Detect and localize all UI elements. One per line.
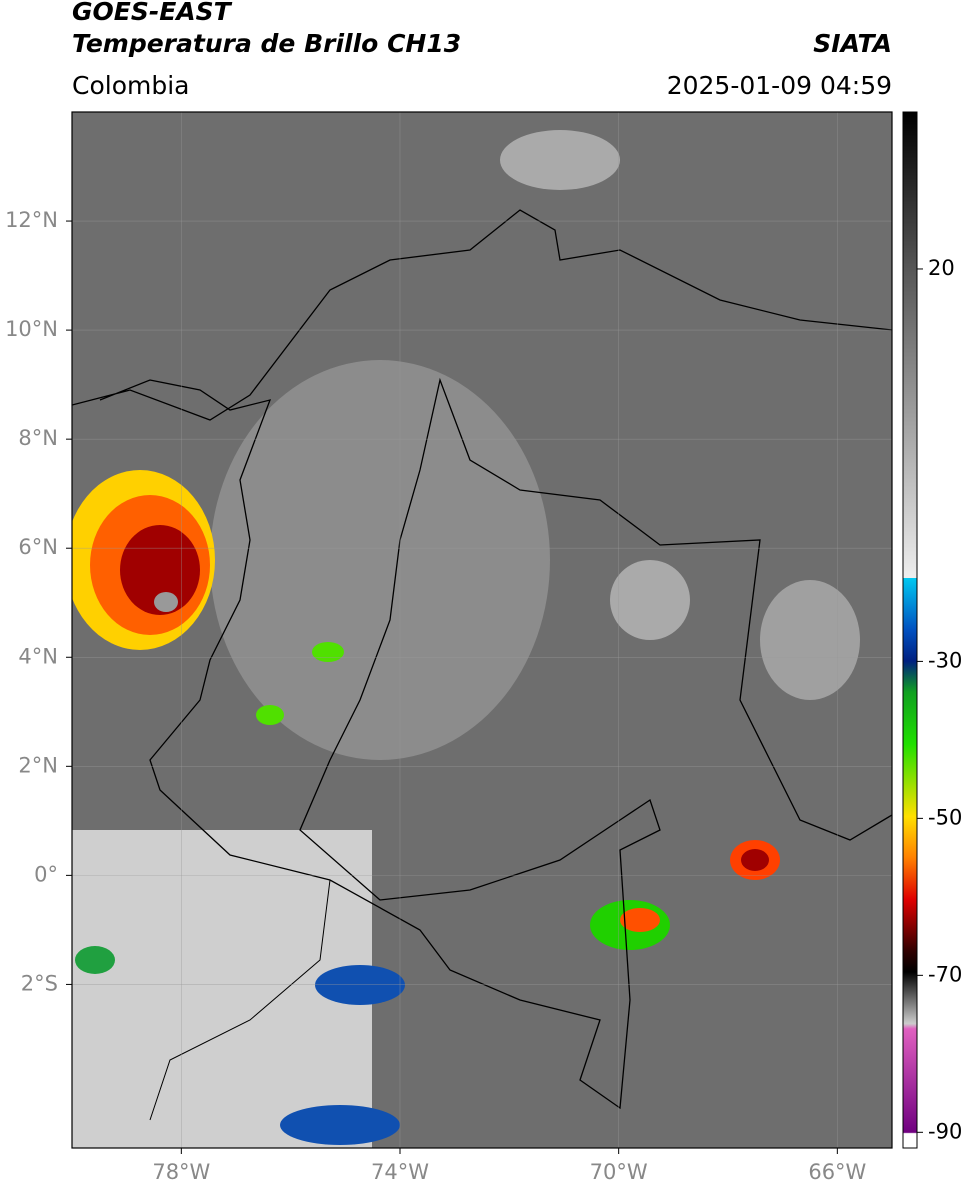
cloud-region [610, 560, 690, 640]
product-title: Temperatura de Brillo CH13 [72, 29, 461, 58]
y-tick-label: 4°N [18, 644, 58, 668]
storm-cell [280, 1105, 400, 1145]
colorbar-tick-label: -30 [928, 648, 962, 672]
storm-cell [75, 946, 115, 974]
y-tick-label: 12°N [5, 208, 58, 232]
y-tick-label: 6°N [18, 535, 58, 559]
x-tick-label: 78°W [152, 1160, 210, 1184]
datetime: 2025-01-09 04:59 [667, 71, 892, 100]
storm-cell [315, 965, 405, 1005]
storm-cell [312, 642, 344, 662]
country-borders [149, 879, 331, 1121]
colorbar-tick-label: -70 [928, 962, 962, 986]
x-tick-label: 70°W [590, 1160, 648, 1184]
cloud-region [500, 130, 620, 190]
y-tick-label: 10°N [5, 317, 58, 341]
country-borders [72, 209, 892, 1110]
source: SIATA [813, 29, 892, 58]
region: Colombia [72, 71, 189, 100]
graticule [72, 112, 892, 1148]
y-tick-label: 0° [34, 862, 58, 886]
colorbar [902, 111, 918, 1149]
y-tick-label: 2°S [21, 971, 58, 995]
storm-cell [256, 705, 284, 725]
satellite-title: GOES-EAST [72, 0, 233, 26]
colorbar-tick-label: -90 [928, 1119, 962, 1143]
y-tick-label: 2°N [18, 753, 58, 777]
cloud-region [760, 580, 860, 700]
storm-cell [741, 849, 769, 871]
x-tick-label: 66°W [808, 1160, 866, 1184]
storm-cell [620, 908, 660, 932]
map-frame [71, 111, 893, 1149]
colorbar-tick-label: -50 [928, 805, 962, 829]
colorbar-tick-label: 20 [928, 256, 955, 280]
cloud-region [210, 360, 550, 760]
x-tick-label: 74°W [371, 1160, 429, 1184]
y-tick-label: 8°N [18, 426, 58, 450]
satellite-image [72, 112, 892, 1148]
storm-core [154, 592, 178, 612]
storm-cell [120, 525, 200, 615]
